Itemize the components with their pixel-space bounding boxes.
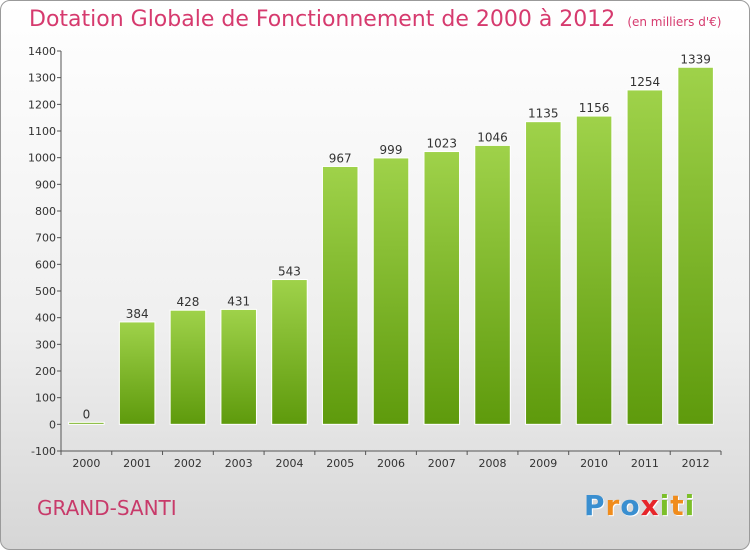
value-label-2010: 1156 [579, 101, 610, 115]
bar-2010 [575, 115, 613, 425]
x-tick-label-2011: 2011 [631, 457, 659, 470]
y-tick-label: 1000 [28, 152, 56, 165]
y-tick-label: 600 [35, 258, 56, 271]
x-tick-label-2001: 2001 [123, 457, 151, 470]
y-tick-label: 300 [35, 338, 56, 351]
y-tick-label: 900 [35, 178, 56, 191]
brand-letter: i [684, 489, 696, 522]
y-tick-label: 400 [35, 312, 56, 325]
bar-2006 [372, 157, 410, 425]
y-tick-label: 1100 [28, 125, 56, 138]
bar-2005 [321, 165, 359, 425]
bar-2002 [169, 309, 207, 425]
chart-title: Dotation Globale de Fonctionnement de 20… [29, 7, 721, 32]
value-label-2005: 967 [329, 151, 352, 165]
x-tick-label-2002: 2002 [174, 457, 202, 470]
brand-letter: P [584, 489, 606, 522]
x-tick-label-2006: 2006 [377, 457, 405, 470]
x-tick-label-2012: 2012 [682, 457, 710, 470]
bar-2000 [68, 421, 105, 425]
bar-2011 [626, 89, 664, 425]
value-label-2002: 428 [176, 295, 199, 309]
brand-letter: i [659, 489, 671, 522]
chart-subtitle: (en milliers d'€) [627, 15, 722, 29]
y-tick-label: 800 [35, 205, 56, 218]
location-name: GRAND-SANTI [37, 496, 177, 520]
x-tick-label-2010: 2010 [580, 457, 608, 470]
value-label-2007: 1023 [426, 137, 457, 151]
y-tick-label: 700 [35, 232, 56, 245]
proxiti-logo: Proxiti [584, 489, 695, 522]
y-tick-label: 100 [35, 392, 56, 405]
x-tick-label-2007: 2007 [428, 457, 456, 470]
y-tick-label: 0 [49, 418, 56, 431]
value-label-2011: 1254 [630, 75, 661, 89]
bars [68, 66, 714, 425]
bar-2009 [525, 121, 562, 425]
value-label-2001: 384 [126, 307, 149, 321]
y-tick-label: 1300 [28, 72, 56, 85]
value-label-2006: 999 [380, 143, 403, 157]
title-text: Dotation Globale de Fonctionnement de 20… [29, 7, 616, 32]
x-tick-label-2000: 2000 [72, 457, 100, 470]
bar-2007 [423, 151, 461, 425]
value-label-2009: 1135 [528, 107, 559, 121]
bar-2004 [271, 279, 308, 425]
bar-2012 [677, 66, 714, 425]
y-tick-label: 500 [35, 285, 56, 298]
y-tick-label: 1200 [28, 98, 56, 111]
value-label-2008: 1046 [477, 130, 508, 144]
brand-letter: o [620, 489, 641, 522]
value-label-2012: 1339 [680, 52, 711, 66]
bar-2003 [220, 308, 257, 425]
x-tick-label-2009: 2009 [529, 457, 557, 470]
x-tick-label-2005: 2005 [326, 457, 354, 470]
bar-2001 [118, 321, 156, 425]
value-label-2003: 431 [227, 294, 250, 308]
value-label-2000: 0 [83, 407, 91, 421]
value-label-2004: 543 [278, 265, 301, 279]
y-tick-label: -100 [31, 445, 56, 458]
y-tick-label: 1400 [28, 45, 56, 58]
bar-2008 [474, 144, 511, 425]
x-tick-label-2004: 2004 [275, 457, 303, 470]
y-tick-label: 200 [35, 365, 56, 378]
x-tick-label-2003: 2003 [225, 457, 253, 470]
brand-letter: t [670, 489, 685, 522]
value-labels: 0 384 428 431 543 967 999 1023 1046 1135 1156 1254 1… [83, 52, 711, 421]
x-tick-label-2008: 2008 [479, 457, 507, 470]
axes: -100 0 100 200 300 400 500 600 700 800 900 1000 1100… [28, 45, 722, 470]
brand-letter: x [640, 489, 660, 522]
brand-letter: r [605, 489, 621, 522]
